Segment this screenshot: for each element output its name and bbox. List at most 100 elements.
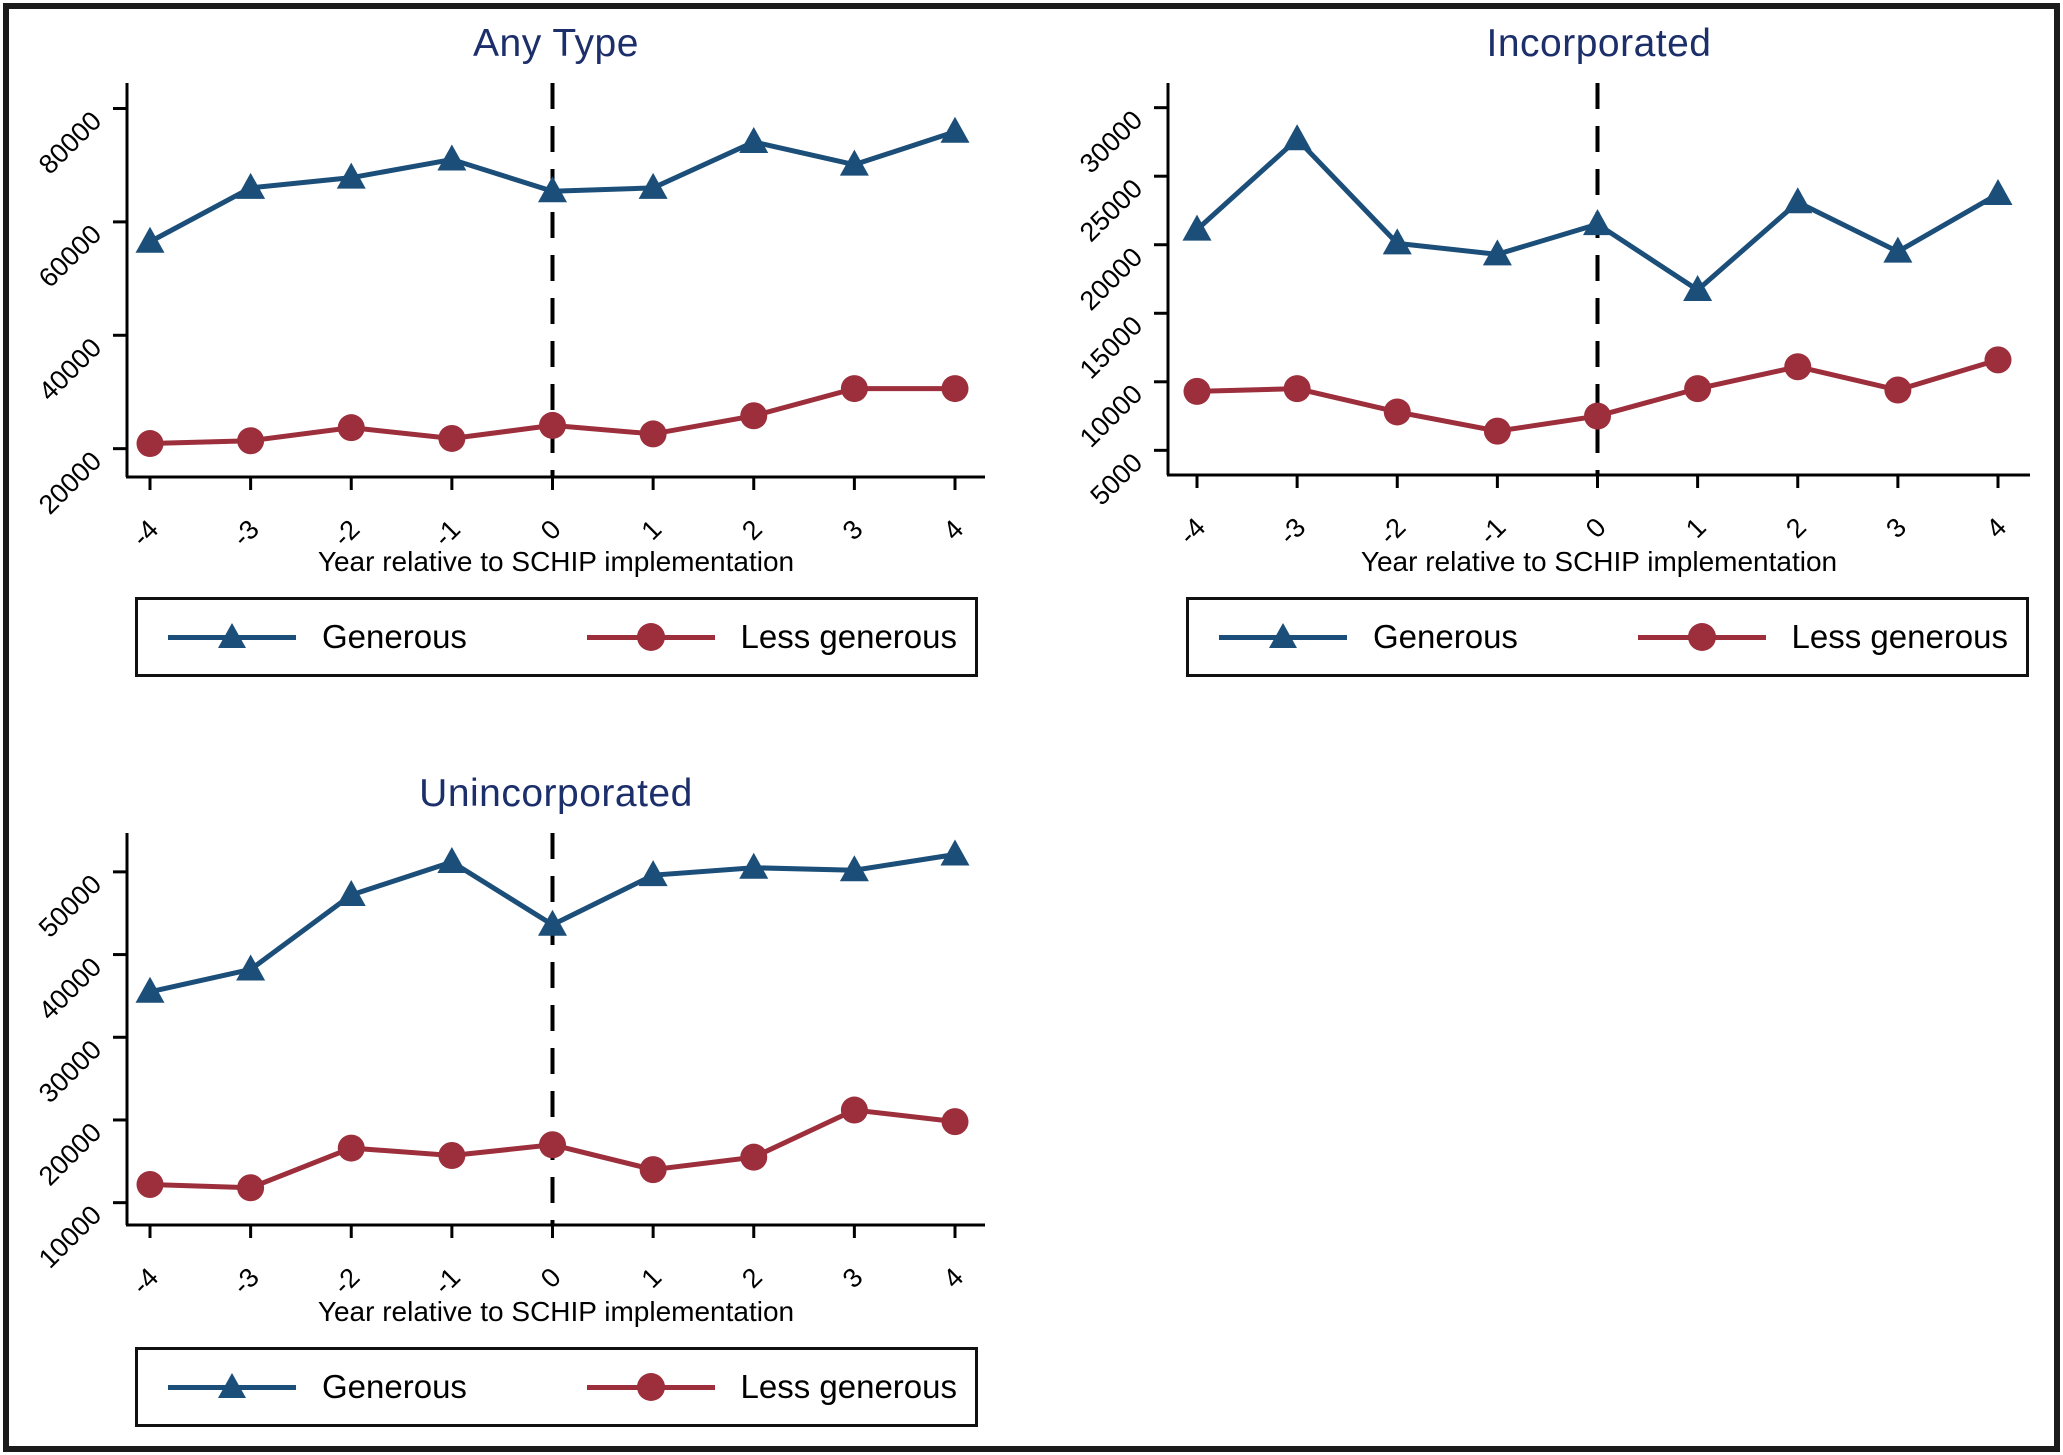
data-point-triangle-generous [236, 954, 266, 981]
x-axis-title-any-type: Year relative to SCHIP implementation [317, 546, 795, 577]
chart-title-incorporated: Incorporated [1486, 22, 1712, 65]
x-tick-label: 1 [1680, 512, 1712, 544]
data-point-circle-less-generous [1984, 346, 2012, 374]
data-point-triangle-generous [1282, 124, 1312, 151]
legend-incorporated: Generous Less generous [1186, 597, 2029, 677]
data-point-triangle-generous [1683, 274, 1713, 301]
data-point-circle-less-generous [1283, 375, 1311, 403]
data-point-circle-less-generous [337, 1134, 365, 1162]
generous-swatch [168, 1371, 296, 1403]
x-tick-label: 4 [1980, 512, 2012, 544]
data-point-circle-less-generous [1884, 376, 1912, 404]
legend-any-type: Generous Less generous [135, 597, 978, 677]
y-tick-label: 25000 [1074, 173, 1148, 247]
data-point-triangle-generous [1482, 239, 1512, 266]
legend-label-less-generous: Less generous [740, 618, 957, 655]
x-tick-label: 3 [837, 514, 869, 546]
x-tick-label: -2 [1373, 512, 1411, 550]
data-point-circle-less-generous [639, 420, 667, 448]
data-point-triangle-generous [739, 852, 769, 879]
data-point-circle-less-generous [539, 1131, 566, 1159]
legend-item-less-generous: Less generous [586, 1368, 957, 1406]
y-tick-label: 20000 [1074, 242, 1148, 316]
data-point-triangle-generous [538, 176, 567, 203]
data-point-triangle-generous [336, 162, 366, 189]
data-point-circle-less-generous [438, 1142, 466, 1170]
data-point-triangle-generous [1583, 209, 1612, 236]
y-tick-label: 30000 [33, 1034, 107, 1108]
data-point-circle-less-generous [740, 402, 768, 430]
y-tick-label: 40000 [33, 952, 107, 1026]
y-tick-label: 60000 [33, 219, 107, 293]
y-tick-label: 40000 [33, 332, 107, 406]
data-point-circle-less-generous [237, 427, 265, 455]
legend-label-generous: Generous [1373, 618, 1518, 655]
data-point-circle-less-generous [136, 1170, 164, 1198]
legend-label-generous: Generous [322, 1368, 467, 1405]
data-point-triangle-generous [638, 172, 668, 199]
data-point-triangle-generous [135, 226, 165, 253]
data-point-triangle-generous [839, 149, 869, 176]
data-point-circle-less-generous [1383, 398, 1411, 426]
data-point-triangle-generous [538, 909, 567, 936]
y-tick-label: 30000 [1074, 105, 1148, 179]
y-tick-label: 10000 [33, 1200, 107, 1274]
x-tick-label: -1 [428, 1262, 466, 1300]
generous-swatch [168, 621, 296, 653]
y-tick-label: 20000 [33, 446, 107, 520]
x-tick-label: 2 [736, 1262, 768, 1294]
y-tick-label: 50000 [33, 869, 107, 943]
x-axis-title-unincorporated: Year relative to SCHIP implementation [317, 1296, 795, 1327]
generous-swatch [1219, 621, 1347, 653]
less-generous-swatch [1637, 621, 1766, 653]
legend-label-less-generous: Less generous [1791, 618, 2008, 655]
data-point-triangle-generous [638, 860, 668, 887]
data-point-triangle-generous [1182, 214, 1212, 241]
x-tick-label: 4 [937, 514, 969, 546]
chart-title-any-type: Any Type [473, 22, 639, 65]
data-point-circle-less-generous [438, 424, 466, 452]
triangle-marker-icon [218, 623, 246, 648]
legend-item-less-generous: Less generous [1637, 618, 2008, 656]
data-point-triangle-generous [940, 839, 970, 866]
legend-unincorporated: Generous Less generous [135, 1347, 978, 1427]
data-point-circle-less-generous [840, 1096, 868, 1124]
legend-item-less-generous: Less generous [586, 618, 957, 656]
x-tick-label: 1 [636, 514, 668, 546]
x-axis-title-incorporated: Year relative to SCHIP implementation [1360, 546, 1838, 577]
y-tick-label: 15000 [1074, 310, 1148, 384]
data-point-circle-less-generous [639, 1156, 667, 1184]
data-point-triangle-generous [1883, 236, 1913, 263]
circle-marker-icon [636, 1373, 665, 1401]
y-tick-label: 20000 [33, 1117, 107, 1191]
data-point-circle-less-generous [237, 1174, 265, 1202]
less-generous-swatch [586, 621, 715, 653]
data-point-circle-less-generous [337, 414, 365, 442]
triangle-marker-icon [1269, 623, 1297, 648]
data-point-triangle-generous [236, 172, 266, 199]
x-tick-label: 0 [1580, 512, 1612, 544]
legend-item-generous: Generous [168, 1368, 467, 1406]
x-tick-label: 2 [1780, 512, 1812, 544]
x-tick-label: 1 [636, 1262, 668, 1294]
triangle-marker-icon [218, 1373, 246, 1398]
x-tick-label: 0 [535, 514, 567, 546]
data-point-triangle-generous [940, 116, 970, 143]
x-tick-label: 3 [837, 1262, 869, 1294]
legend-label-less-generous: Less generous [740, 1368, 957, 1405]
data-point-triangle-generous [437, 144, 467, 171]
y-tick-label: 10000 [1074, 379, 1148, 453]
data-point-circle-less-generous [1784, 353, 1812, 381]
data-point-triangle-generous [839, 855, 869, 882]
data-point-circle-less-generous [1183, 377, 1211, 405]
x-tick-label: -3 [227, 1262, 265, 1300]
y-tick-label: 80000 [33, 106, 107, 180]
x-tick-label: -4 [1173, 512, 1211, 550]
data-point-triangle-generous [739, 126, 769, 153]
x-tick-label: 3 [1880, 512, 1912, 544]
x-tick-label: 2 [736, 514, 768, 546]
data-point-circle-less-generous [539, 411, 566, 439]
data-point-triangle-generous [1382, 228, 1412, 255]
